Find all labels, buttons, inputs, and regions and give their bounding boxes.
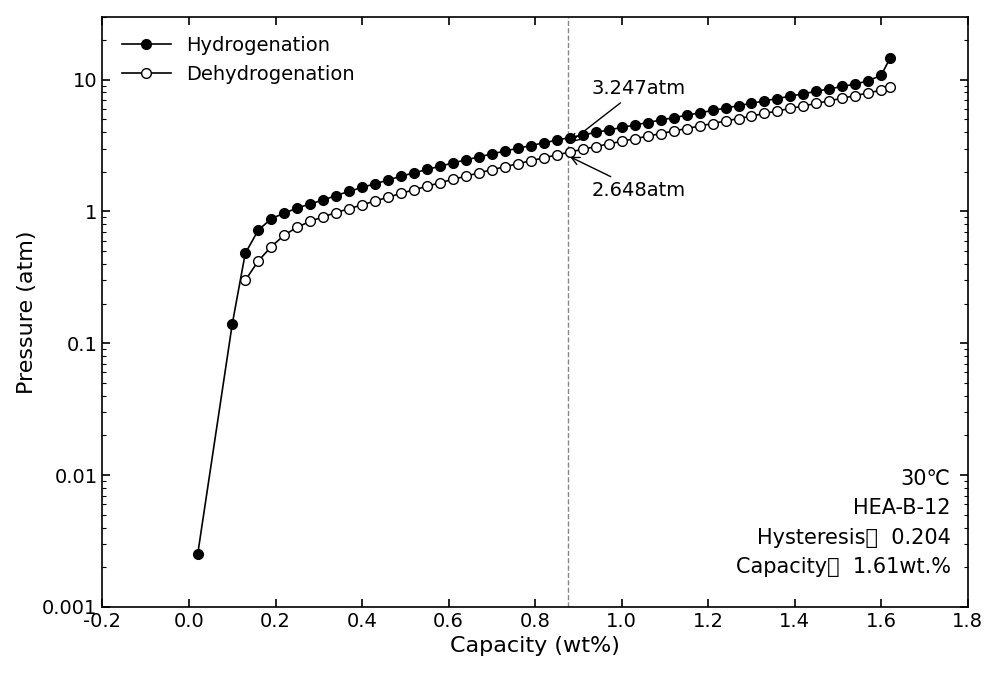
Line: Dehydrogenation: Dehydrogenation — [240, 83, 895, 285]
Dehydrogenation — [434, 179, 446, 187]
Hydrogenation — [733, 102, 745, 110]
Dehydrogenation — [707, 120, 719, 128]
Dehydrogenation — [382, 193, 394, 201]
Hydrogenation — [616, 123, 628, 131]
Dehydrogenation — [875, 86, 887, 94]
Hydrogenation — [395, 172, 407, 180]
X-axis label: Capacity (wt%): Capacity (wt%) — [450, 637, 620, 656]
Legend: Hydrogenation, Dehydrogenation: Hydrogenation, Dehydrogenation — [112, 26, 364, 94]
Line: Hydrogenation: Hydrogenation — [193, 53, 895, 559]
Hydrogenation — [810, 87, 822, 96]
Hydrogenation — [884, 55, 896, 63]
Dehydrogenation — [884, 83, 896, 92]
Text: 30℃
HEA-B-12
Hysteresis：  0.204
Capacity：  1.61wt.%: 30℃ HEA-B-12 Hysteresis： 0.204 Capacity：… — [736, 468, 951, 577]
Y-axis label: Pressure (atm): Pressure (atm) — [17, 230, 37, 394]
Dehydrogenation — [668, 127, 680, 135]
Text: 3.247atm: 3.247atm — [571, 79, 686, 141]
Dehydrogenation — [239, 277, 251, 285]
Dehydrogenation — [447, 176, 459, 184]
Hydrogenation — [642, 118, 654, 127]
Hydrogenation — [192, 551, 204, 559]
Text: 2.648atm: 2.648atm — [571, 157, 686, 200]
Hydrogenation — [603, 126, 615, 134]
